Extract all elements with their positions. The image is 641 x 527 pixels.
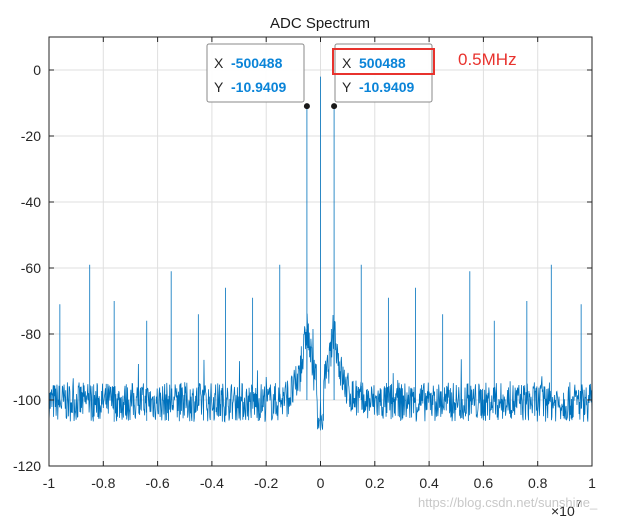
datatip-y-key: Y — [214, 79, 224, 95]
spectrum-line — [48, 76, 593, 431]
x-axis-exponent: ×10 7 — [551, 499, 582, 519]
datatip-x-value: 500488 — [359, 55, 406, 71]
x-tick-label: -0.2 — [254, 475, 278, 491]
x-tick-label: 0.2 — [365, 475, 385, 491]
datatips: X -500488 Y -10.9409 X 500488 Y -10.9409 — [206, 43, 433, 103]
datatip-box — [206, 43, 305, 103]
datatip-x-value: -500488 — [231, 55, 283, 71]
datatip-y-value: -10.9409 — [359, 79, 414, 95]
y-tick-label: -100 — [13, 392, 41, 408]
x-tick-label: 0.6 — [474, 475, 494, 491]
x-tick-label: 0 — [317, 475, 325, 491]
y-tick-label: -20 — [21, 128, 41, 144]
x-tick-label: 0.8 — [528, 475, 548, 491]
datatip-marker[interactable] — [331, 103, 338, 110]
datatip-y-value: -10.9409 — [231, 79, 286, 95]
chart-title: ADC Spectrum — [270, 15, 370, 32]
datatip-marker[interactable] — [303, 103, 310, 110]
datatip-x-key: X — [342, 55, 352, 71]
datatip-x-key: X — [214, 55, 224, 71]
datatip[interactable]: X -500488 Y -10.9409 — [206, 43, 305, 103]
datatip-y-key: Y — [342, 79, 352, 95]
y-tick-label: -40 — [21, 194, 41, 210]
x-tick-label: 0.4 — [419, 475, 439, 491]
y-tick-label: 0 — [33, 62, 41, 78]
y-tick-label: -80 — [21, 326, 41, 342]
y-tick-label: -60 — [21, 260, 41, 276]
datatip[interactable]: X 500488 Y -10.9409 — [334, 43, 433, 103]
x-tick-label: -0.6 — [146, 475, 170, 491]
x-tick-label: -1 — [43, 475, 56, 491]
highlight-box — [332, 48, 435, 75]
x-tick-label: 1 — [588, 475, 596, 491]
x-exponent-power: 7 — [576, 499, 582, 510]
x-exponent-base: ×10 — [551, 503, 575, 519]
tick-labels: -1 -0.8 -0.6 -0.4 -0.2 0 0.2 0.4 0.6 0.8 1 0 -20 -40 -… — [13, 62, 596, 491]
watermark: https://blog.csdn.net/sunshine_ — [418, 495, 598, 510]
spectrum-trace — [48, 76, 593, 431]
y-tick-label: -120 — [13, 458, 41, 474]
axis-ticks — [48, 37, 593, 467]
x-tick-label: -0.4 — [200, 475, 224, 491]
annotation-label: 0.5MHz — [458, 50, 517, 69]
x-tick-label: -0.8 — [91, 475, 115, 491]
datatip-markers — [303, 103, 338, 110]
